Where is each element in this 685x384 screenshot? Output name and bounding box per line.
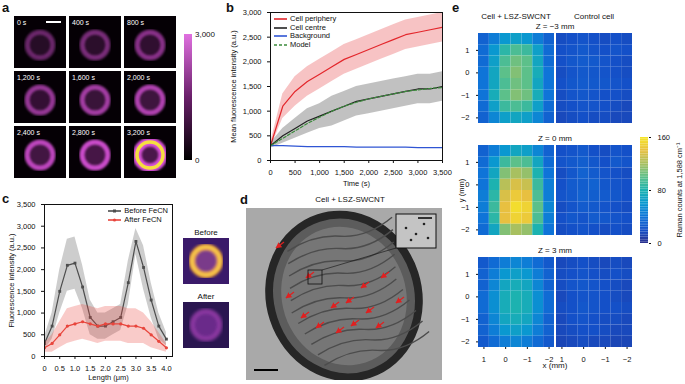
html-text:b: b [226,0,234,15]
svg-text:1,200 s: 1,200 s [17,74,40,81]
svg-text:400 s: 400 s [72,19,90,26]
html-text:Cell + LSZ-SWCNT: Cell + LSZ-SWCNT [481,12,551,21]
svg-text:3.0: 3.0 [131,364,141,373]
html-text:e: e [452,0,460,15]
svg-text:0: 0 [42,364,46,373]
svg-text:1,500: 1,500 [335,168,354,177]
html-text:Control cell: Control cell [574,12,614,21]
svg-text:2,800 s: 2,800 s [72,129,95,136]
svg-text:0: 0 [257,156,261,165]
svg-text:3,500: 3,500 [17,200,36,209]
svg-text:−2: −2 [461,225,470,234]
svg-text:3,200 s: 3,200 s [127,129,150,136]
svg-text:0: 0 [465,292,469,301]
svg-text:−1: −1 [461,203,470,212]
svg-text:4.0: 4.0 [161,364,171,373]
svg-text:0: 0 [465,68,469,77]
svg-text:−2: −2 [623,355,632,364]
svg-text:1: 1 [465,270,469,279]
html-text:Cell centre: Cell centre [290,22,326,32]
svg-text:−2: −2 [544,354,554,364]
svg-text:1: 1 [465,46,469,55]
svg-text:500: 500 [23,330,36,339]
svg-text:0: 0 [195,156,200,165]
svg-text:0.5: 0.5 [55,364,65,373]
svg-text:0: 0 [465,180,469,189]
svg-text:3,000: 3,000 [243,8,262,17]
svg-text:500: 500 [249,131,262,140]
svg-text:3,500: 3,500 [433,168,452,177]
svg-text:1,500: 1,500 [17,287,36,296]
svg-text:0: 0 [658,239,662,248]
svg-text:1: 1 [465,158,469,167]
svg-text:0: 0 [504,355,508,364]
svg-text:1,000: 1,000 [310,168,329,177]
svg-text:y (mm): y (mm) [457,178,466,202]
html-text:Z = −3 mm: Z = −3 mm [535,22,575,31]
svg-text:−1: −1 [461,91,470,100]
svg-text:−2: −2 [461,337,470,346]
svg-text:−1: −1 [461,315,470,324]
svg-text:1.5: 1.5 [85,364,95,373]
svg-text:0: 0 [31,352,35,361]
svg-text:2,000 s: 2,000 s [127,74,150,81]
svg-text:3,000: 3,000 [17,222,36,231]
svg-text:0: 0 [582,355,586,364]
svg-text:2,000: 2,000 [243,57,262,66]
html-text:Cell + LSZ-SWCNT: Cell + LSZ-SWCNT [315,195,385,204]
html-text:Before: Before [194,228,218,237]
html-text:Z = 3 mm: Z = 3 mm [538,246,572,255]
svg-text:160: 160 [658,133,671,142]
svg-text:2.5: 2.5 [115,364,125,373]
svg-text:1,000: 1,000 [243,107,262,116]
svg-text:3,000: 3,000 [409,168,428,177]
html-text:Z = 0 mm: Z = 0 mm [538,134,572,143]
svg-text:3,000: 3,000 [195,30,216,39]
svg-text:1,000: 1,000 [17,308,36,317]
html-text:Before FeCN: Before FeCN [124,206,168,215]
svg-text:2,500: 2,500 [243,33,262,42]
svg-text:3.5: 3.5 [146,364,156,373]
svg-text:2.0: 2.0 [100,364,110,373]
html-text:Background: Background [290,31,330,40]
svg-text:800 s: 800 s [127,19,145,26]
svg-text:500: 500 [289,168,302,177]
svg-text:−2: −2 [461,113,470,122]
svg-text:−1: −1 [601,355,610,364]
svg-text:1,600 s: 1,600 s [72,74,95,81]
html-text:d: d [240,192,248,207]
html-text:After FeCN: After FeCN [124,214,162,224]
svg-text:1: 1 [482,355,486,364]
svg-text:2,500: 2,500 [17,243,36,252]
svg-text:1,500: 1,500 [243,82,262,91]
html-text:Raman counts at 1,588 cm⁻¹: Raman counts at 1,588 cm⁻¹ [675,142,684,238]
svg-text:Fluorescence intensity (a.u.): Fluorescence intensity (a.u.) [7,233,16,328]
html-text:x (mm): x (mm) [542,361,568,370]
svg-text:−1: −1 [523,355,532,364]
svg-text:0 s: 0 s [17,19,27,26]
svg-text:80: 80 [658,186,666,195]
svg-text:Time (s): Time (s) [343,179,371,188]
html-text:After: After [197,292,215,301]
html-text:Model: Model [290,39,311,49]
html-text:c: c [2,191,10,206]
svg-text:2,000: 2,000 [359,168,378,177]
svg-text:1: 1 [559,354,564,364]
html-text:Cell periphery: Cell periphery [290,14,337,23]
svg-text:Mean fluorescence intensity (a: Mean fluorescence intensity (a.u.) [229,30,238,143]
svg-text:2,500: 2,500 [384,168,403,177]
svg-text:2,000: 2,000 [17,265,36,274]
svg-text:0: 0 [268,168,272,177]
svg-text:1.0: 1.0 [70,364,80,373]
html-text:a: a [2,0,10,15]
svg-text:Length (μm): Length (μm) [88,373,129,382]
svg-text:2,400 s: 2,400 s [17,129,40,136]
